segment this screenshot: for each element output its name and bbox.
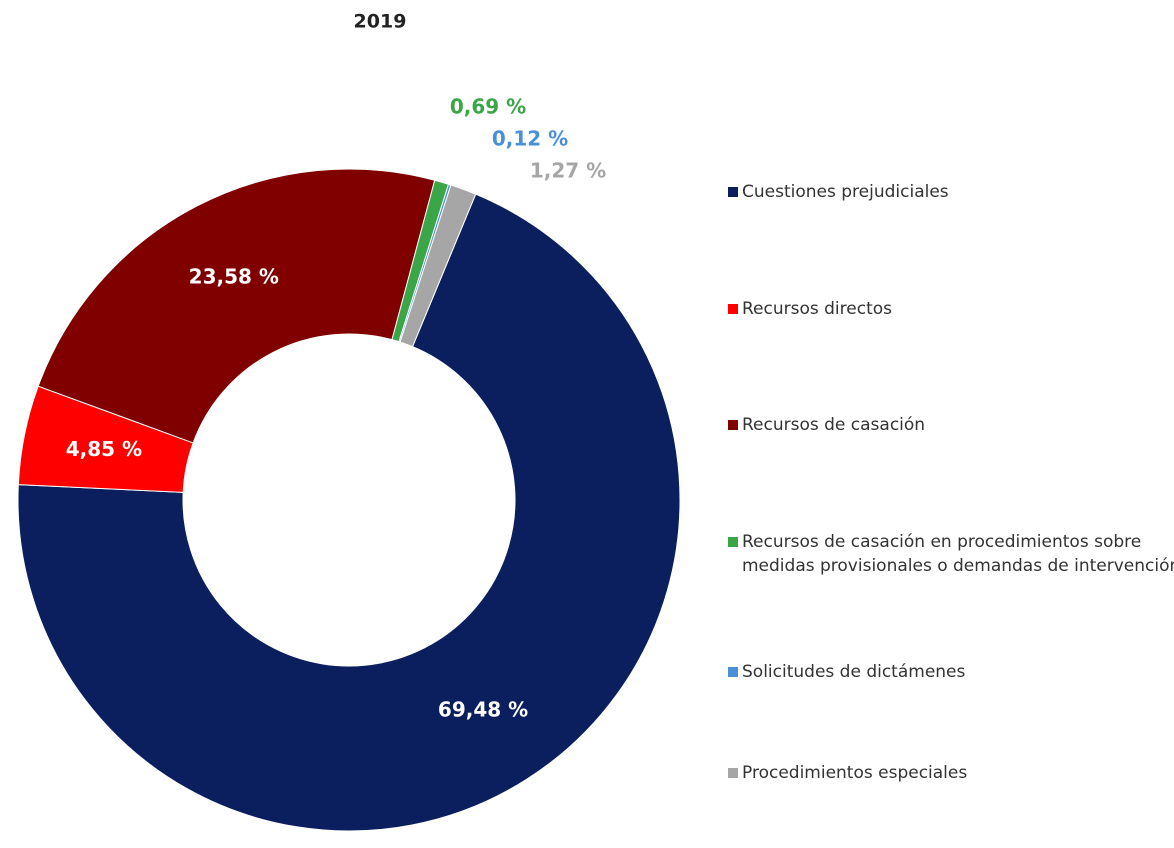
chart: 2019 69,48 % 4,85 % 23,58 % 0,69 % 0,12 % 1,2… <box>17 11 681 832</box>
legend-swatch <box>728 420 738 430</box>
legend-item: Recursos de casación en procedimientos s… <box>728 530 1174 578</box>
legend-item: Procedimientos especiales <box>728 761 1174 785</box>
legend-item: Cuestiones prejudiciales <box>728 180 1174 204</box>
data-label: 0,69 % <box>450 95 526 119</box>
legend-item: Solicitudes de dictámenes <box>728 660 1174 684</box>
data-label: 69,48 % <box>438 698 528 722</box>
data-label: 4,85 % <box>66 437 142 461</box>
legend-swatch <box>728 304 738 314</box>
chart-title: 2019 <box>354 11 407 33</box>
legend-swatch <box>728 187 738 197</box>
donut-slice <box>37 168 436 444</box>
legend-swatch <box>728 667 738 677</box>
legend-label: Solicitudes de dictámenes <box>742 662 966 682</box>
legend-label: Recursos de casación <box>742 415 926 435</box>
legend-label: Recursos de casación en procedimientos s… <box>742 532 1174 576</box>
legend-label: Cuestiones prejudiciales <box>742 182 949 202</box>
donut-slice <box>399 184 477 348</box>
donut-slice <box>17 193 681 832</box>
legend-label: Procedimientos especiales <box>742 763 968 783</box>
legend-item: Recursos de casación <box>728 413 1174 437</box>
legend-swatch <box>728 537 738 547</box>
data-label: 0,12 % <box>492 127 568 151</box>
legend-swatch <box>728 768 738 778</box>
data-label: 1,27 % <box>530 159 606 183</box>
legend-label: Recursos directos <box>742 299 892 319</box>
data-label: 23,58 % <box>189 265 279 289</box>
legend-item: Recursos directos <box>728 297 1174 321</box>
